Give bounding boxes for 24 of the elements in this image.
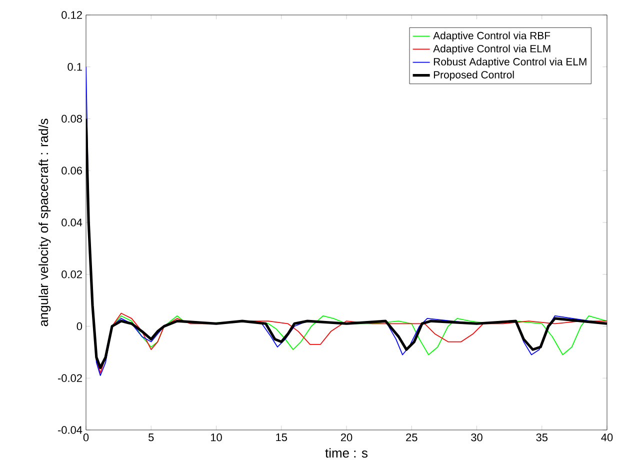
x-tick-label: 0: [83, 434, 89, 442]
legend-label: Adaptive Control via RBF: [433, 32, 550, 42]
x-tick-label: 40: [601, 434, 613, 442]
y-tick-label: 0.04: [62, 218, 82, 226]
legend-label: Adaptive Control via ELM: [433, 44, 550, 54]
y-tick-label: -0.04: [58, 426, 82, 434]
y-tick-label: 0.06: [62, 166, 82, 174]
x-tick-label: 10: [210, 434, 222, 442]
y-tick-label: 0: [76, 322, 82, 330]
y-tick-label: -0.02: [58, 374, 82, 382]
x-tick-label: 15: [276, 434, 288, 442]
y-tick-label: 0.08: [62, 114, 82, 123]
x-tick-label: 25: [406, 434, 418, 442]
x-tick-label: 35: [536, 434, 548, 442]
y-tick-label: 0.12: [62, 11, 82, 19]
legend-label: Proposed Control: [434, 70, 514, 81]
x-tick-label: 5: [148, 434, 154, 442]
y-tick-label: 0.02: [62, 270, 82, 278]
legend-label: Robust Adaptive Control via ELM: [434, 58, 586, 68]
y-tick-label: 0.1: [68, 62, 82, 71]
y-axis-title: angular velocity of spacecraft : rad/s: [38, 118, 51, 326]
x-axis-title: time : s: [325, 448, 368, 458]
x-tick-label: 20: [340, 434, 352, 442]
x-tick-label: 30: [471, 434, 482, 442]
